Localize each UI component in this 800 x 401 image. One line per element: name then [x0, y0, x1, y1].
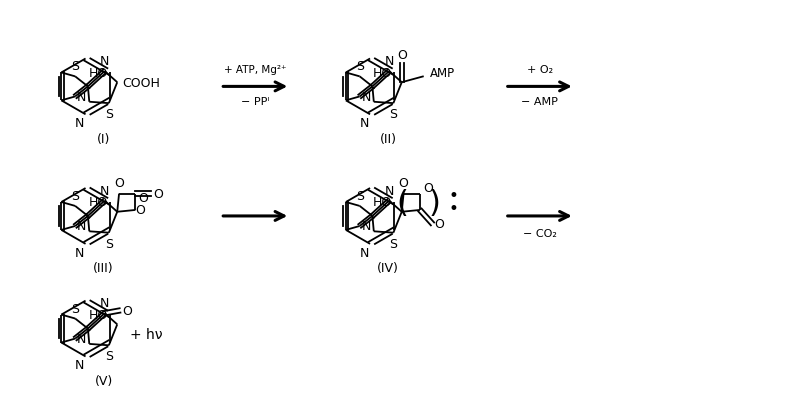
Text: N: N: [362, 91, 371, 104]
Text: (III): (III): [94, 261, 114, 275]
Text: (II): (II): [379, 132, 397, 145]
Text: − AMP: − AMP: [522, 97, 558, 107]
Text: O: O: [398, 176, 409, 189]
Text: HO: HO: [89, 308, 108, 321]
Text: N: N: [77, 91, 86, 104]
Text: N: N: [385, 184, 394, 197]
Text: (I): (I): [97, 132, 110, 145]
Text: HO: HO: [373, 196, 392, 209]
Text: N: N: [362, 220, 371, 233]
Text: N: N: [100, 184, 110, 197]
Text: N: N: [77, 220, 86, 233]
Text: N: N: [75, 246, 85, 259]
Text: AMP: AMP: [430, 67, 455, 79]
Text: N: N: [100, 296, 110, 310]
Text: O: O: [135, 204, 146, 217]
Text: N: N: [360, 117, 369, 130]
Text: O: O: [138, 191, 148, 204]
Text: O: O: [434, 218, 444, 231]
Text: + hν: + hν: [130, 327, 162, 341]
Text: + O₂: + O₂: [526, 65, 553, 75]
Text: •: •: [448, 186, 458, 204]
Text: N: N: [385, 55, 394, 68]
Text: (: (: [397, 189, 409, 218]
Text: •: •: [448, 199, 458, 217]
Text: S: S: [390, 237, 398, 250]
Text: N: N: [360, 246, 369, 259]
Text: S: S: [71, 302, 79, 315]
Text: S: S: [71, 189, 79, 203]
Text: + ATP, Mg²⁺: + ATP, Mg²⁺: [224, 65, 286, 75]
Text: (IV): (IV): [377, 261, 399, 275]
Text: ): ): [428, 189, 440, 218]
Text: O: O: [114, 176, 124, 189]
Text: O: O: [397, 49, 406, 61]
Text: (V): (V): [94, 374, 113, 387]
Text: N: N: [75, 117, 85, 130]
Text: S: S: [356, 189, 364, 203]
Text: S: S: [71, 60, 79, 73]
Text: COOH: COOH: [122, 77, 160, 89]
Text: − PPᴵ: − PPᴵ: [241, 97, 270, 107]
Text: N: N: [75, 358, 85, 371]
Text: S: S: [390, 108, 398, 121]
Text: N: N: [77, 332, 86, 345]
Text: O: O: [153, 188, 162, 200]
Text: O: O: [122, 304, 132, 317]
Text: HO: HO: [89, 67, 108, 80]
Text: S: S: [105, 108, 113, 121]
Text: N: N: [100, 55, 110, 68]
Text: HO: HO: [373, 67, 392, 80]
Text: O: O: [423, 181, 433, 194]
Text: S: S: [105, 349, 113, 363]
Text: S: S: [356, 60, 364, 73]
Text: HO: HO: [89, 196, 108, 209]
Text: S: S: [105, 237, 113, 250]
Text: − CO₂: − CO₂: [523, 228, 557, 238]
